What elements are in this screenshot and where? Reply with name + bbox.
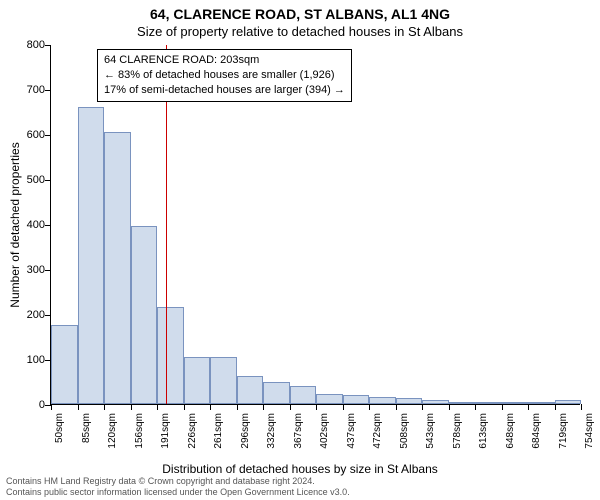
x-tick (263, 404, 264, 410)
attribution-footer: Contains HM Land Registry data © Crown c… (6, 476, 596, 498)
y-tick (45, 45, 51, 46)
y-tick-label: 300 (5, 264, 45, 276)
y-tick-label: 200 (5, 309, 45, 321)
y-tick-label: 400 (5, 219, 45, 231)
histogram-bar (369, 397, 396, 404)
histogram-bar (290, 386, 317, 404)
x-tick-label: 50sqm (54, 413, 65, 463)
histogram-bar (184, 357, 211, 404)
x-tick-label: 719sqm (558, 413, 569, 463)
histogram-bar (422, 400, 449, 404)
histogram-bar (449, 402, 476, 404)
x-tick (475, 404, 476, 410)
x-tick (396, 404, 397, 410)
x-tick (131, 404, 132, 410)
annotation-line-3: 17% of semi-detached houses are larger (… (104, 83, 345, 98)
y-tick-label: 0 (5, 399, 45, 411)
y-tick-label: 500 (5, 174, 45, 186)
footer-line-2: Contains public sector information licen… (6, 487, 596, 498)
annotation-line-1: 64 CLARENCE ROAD: 203sqm (104, 53, 345, 68)
x-tick (210, 404, 211, 410)
x-tick-label: 191sqm (160, 413, 171, 463)
y-tick (45, 225, 51, 226)
histogram-bar (316, 394, 343, 404)
x-tick-label: 85sqm (81, 413, 92, 463)
histogram-bar (78, 107, 105, 404)
x-tick (237, 404, 238, 410)
histogram-bar (263, 382, 290, 404)
x-tick-label: 261sqm (213, 413, 224, 463)
y-tick (45, 180, 51, 181)
x-axis-title: Distribution of detached houses by size … (0, 462, 600, 476)
chart-subtitle: Size of property relative to detached ho… (0, 24, 600, 39)
x-tick (184, 404, 185, 410)
footer-line-1: Contains HM Land Registry data © Crown c… (6, 476, 596, 487)
histogram-bar (396, 398, 423, 404)
histogram-bar (343, 395, 370, 404)
histogram-bar (104, 132, 131, 404)
histogram-bar (51, 325, 78, 404)
annotation-box: 64 CLARENCE ROAD: 203sqm ← 83% of detach… (97, 49, 352, 102)
x-tick-label: 332sqm (266, 413, 277, 463)
x-tick-label: 472sqm (372, 413, 383, 463)
x-tick-label: 437sqm (346, 413, 357, 463)
histogram-bar (475, 402, 502, 404)
x-tick (316, 404, 317, 410)
histogram-bar (555, 400, 582, 405)
histogram-bar (528, 402, 555, 404)
x-tick-label: 508sqm (399, 413, 410, 463)
x-tick (157, 404, 158, 410)
histogram-bar (210, 357, 237, 404)
y-tick (45, 90, 51, 91)
y-tick (45, 135, 51, 136)
page-title: 64, CLARENCE ROAD, ST ALBANS, AL1 4NG (0, 6, 600, 22)
x-tick (290, 404, 291, 410)
y-tick-label: 700 (5, 84, 45, 96)
x-tick-label: 156sqm (134, 413, 145, 463)
y-tick-label: 600 (5, 129, 45, 141)
x-tick (502, 404, 503, 410)
histogram-bar (157, 307, 184, 404)
x-tick (343, 404, 344, 410)
histogram-bar (237, 376, 264, 404)
x-tick-label: 226sqm (187, 413, 198, 463)
x-tick-label: 543sqm (425, 413, 436, 463)
y-tick-label: 100 (5, 354, 45, 366)
x-tick-label: 402sqm (319, 413, 330, 463)
x-tick-label: 684sqm (531, 413, 542, 463)
x-tick (51, 404, 52, 410)
x-tick (78, 404, 79, 410)
y-tick-label: 800 (5, 39, 45, 51)
x-tick-label: 296sqm (240, 413, 251, 463)
annotation-line-2: ← 83% of detached houses are smaller (1,… (104, 68, 345, 83)
x-tick-label: 578sqm (452, 413, 463, 463)
x-tick (555, 404, 556, 410)
x-tick (104, 404, 105, 410)
x-tick-label: 120sqm (107, 413, 118, 463)
x-tick-label: 648sqm (505, 413, 516, 463)
histogram-bar (502, 402, 529, 404)
x-tick-label: 367sqm (293, 413, 304, 463)
x-tick-label: 754sqm (584, 413, 595, 463)
x-tick (581, 404, 582, 410)
y-tick (45, 270, 51, 271)
y-tick (45, 315, 51, 316)
histogram-bar (131, 226, 158, 404)
x-tick (449, 404, 450, 410)
y-tick (45, 360, 51, 361)
x-tick (369, 404, 370, 410)
chart-plot-area: 010020030040050060070080050sqm85sqm120sq… (50, 45, 580, 405)
x-tick (528, 404, 529, 410)
x-tick (422, 404, 423, 410)
x-tick-label: 613sqm (478, 413, 489, 463)
